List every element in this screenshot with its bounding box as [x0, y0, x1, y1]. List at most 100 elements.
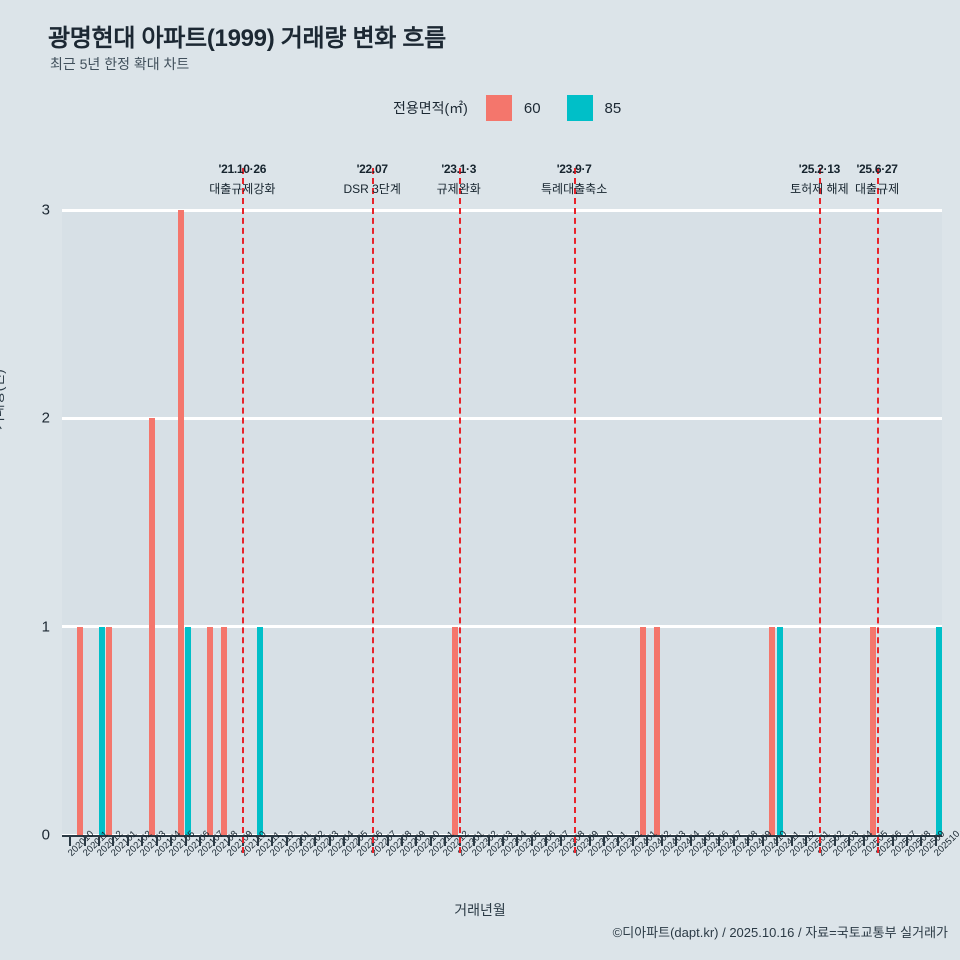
x-axis-tick: [256, 835, 259, 846]
event-description: 대출규제: [854, 182, 900, 196]
event-line: [819, 168, 822, 853]
x-axis-tick: [776, 835, 779, 846]
x-axis-tick: [184, 835, 187, 846]
event-date: '21.10·26: [218, 162, 267, 176]
x-axis-tick: [559, 835, 562, 846]
event-label: '25.2·13 토허제 해제: [790, 162, 849, 197]
x-axis-tick: [328, 835, 331, 846]
plot-area: [62, 208, 942, 837]
x-axis-tick: [660, 835, 663, 846]
bar[interactable]: [870, 626, 877, 835]
y-axis-tick-label: 2: [41, 409, 50, 427]
bar[interactable]: [257, 626, 264, 835]
x-axis-tick: [631, 835, 634, 846]
bar[interactable]: [452, 626, 458, 835]
x-axis-tick: [703, 835, 706, 846]
event-date: '22.07: [356, 162, 388, 176]
event-description: DSR 3단계: [343, 182, 401, 196]
bar[interactable]: [149, 418, 156, 835]
x-axis-tick: [790, 835, 793, 846]
x-axis-tick: [444, 835, 447, 846]
page-title: 광명현대 아파트(1999) 거래량 변화 흐름: [48, 25, 446, 52]
x-axis-tick: [98, 835, 101, 846]
x-axis-tick: [170, 835, 173, 846]
x-axis-tick: [530, 835, 533, 846]
x-axis-tick: [747, 835, 750, 846]
x-axis-tick: [155, 835, 158, 846]
legend-entry-60[interactable]: 60: [485, 95, 567, 121]
x-axis-tick: [314, 835, 317, 846]
x-axis-tick: [689, 835, 692, 846]
x-axis-tick: [83, 835, 86, 846]
y-axis-title: 거래량(건): [0, 369, 6, 430]
y-axis-tick-label: 3: [41, 201, 50, 219]
x-axis-tick: [718, 835, 721, 846]
legend-entry-85[interactable]: 85: [566, 95, 648, 121]
x-axis-tick: [891, 835, 894, 846]
bar[interactable]: [177, 210, 184, 835]
event-date: '25.2·13: [798, 162, 840, 176]
x-axis-tick: [617, 835, 620, 846]
x-axis-tick: [545, 835, 548, 846]
event-description: 대출규제강화: [209, 182, 276, 196]
x-axis-tick: [199, 835, 202, 846]
legend-label-85: 85: [604, 99, 622, 117]
x-axis-tick: [833, 835, 836, 846]
bar[interactable]: [221, 626, 228, 835]
event-date: '23.9·7: [556, 162, 592, 176]
bar[interactable]: [76, 626, 83, 835]
x-axis-tick: [386, 835, 389, 846]
bar[interactable]: [653, 626, 660, 835]
event-description: 토허제 해제: [790, 182, 849, 196]
event-line: [574, 168, 577, 853]
bar[interactable]: [185, 626, 192, 835]
x-axis-tick: [602, 835, 605, 846]
bar[interactable]: [98, 626, 105, 835]
event-line: [242, 168, 245, 853]
event-line: [372, 168, 375, 853]
x-axis-tick: [934, 835, 937, 846]
legend-swatch-60: [485, 95, 512, 121]
y-axis-tick-label: 0: [41, 826, 50, 844]
x-axis-tick: [357, 835, 360, 846]
event-label: '25.6·27 대출규제: [855, 162, 899, 197]
gridline: [62, 625, 942, 629]
x-axis-tick: [804, 835, 807, 846]
x-axis-tick: [141, 835, 144, 846]
bar[interactable]: [935, 626, 942, 835]
gridline: [62, 208, 942, 212]
y-axis-tick-label: 1: [41, 618, 50, 636]
legend-title: 전용면적(㎡): [393, 100, 468, 116]
x-axis-tick: [516, 835, 519, 846]
x-axis-tick: [675, 835, 678, 846]
x-axis-tick: [732, 835, 735, 846]
bar[interactable]: [769, 626, 776, 835]
bar[interactable]: [206, 626, 213, 835]
bar[interactable]: [776, 626, 783, 835]
x-axis-tick: [285, 835, 288, 846]
bar[interactable]: [639, 626, 646, 835]
bar[interactable]: [105, 626, 112, 835]
x-axis-tick: [401, 835, 404, 846]
event-label: '23.9·7 특례대출축소: [541, 162, 607, 197]
chart-subtitle: 최근 5년 한정 확대 차트: [50, 56, 190, 72]
x-axis-tick: [502, 835, 504, 846]
gridline: [62, 416, 942, 420]
x-axis-tick: [415, 835, 418, 846]
legend-label-60: 60: [523, 99, 541, 117]
event-description: 특례대출축소: [541, 182, 608, 196]
x-axis-tick: [588, 835, 591, 846]
x-axis-tick: [646, 835, 649, 846]
x-axis-tick: [429, 835, 432, 846]
x-axis-tick: [862, 835, 865, 846]
x-axis-title: 거래년월: [454, 902, 506, 918]
x-axis-tick: [126, 835, 129, 846]
x-axis-tick: [473, 835, 476, 846]
chart-legend: 전용면적(㎡) 60 85: [393, 95, 647, 121]
x-axis-tick: [343, 835, 346, 846]
event-label: '22.07 DSR 3단계: [343, 162, 400, 197]
y-axis-tick-labels: 0 1 2 3: [0, 202, 62, 844]
x-axis-tick: [271, 835, 274, 846]
legend-swatch-85: [566, 95, 593, 121]
